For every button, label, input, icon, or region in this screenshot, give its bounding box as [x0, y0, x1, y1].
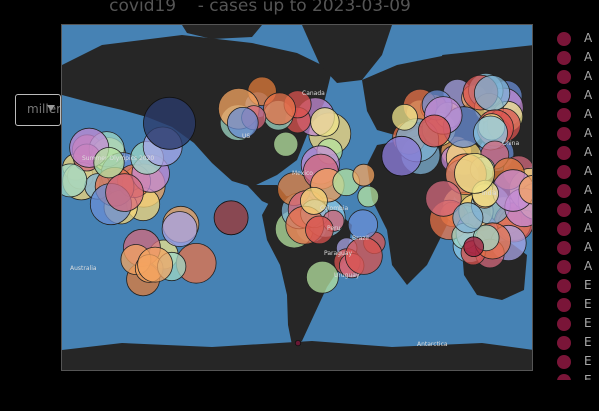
legend-item[interactable]: A	[556, 106, 599, 125]
map-label: Mexico	[292, 170, 313, 177]
legend-marker-icon	[557, 51, 571, 65]
legend-label: A	[584, 126, 592, 140]
featured-bubble-india	[382, 136, 422, 176]
map-label: China	[502, 140, 519, 147]
country-bubble	[392, 104, 418, 130]
country-bubble	[94, 148, 124, 178]
legend-label: E	[584, 316, 592, 330]
legend-item[interactable]: E	[556, 372, 599, 380]
legend-marker-icon	[557, 108, 571, 122]
legend-marker-icon	[557, 89, 571, 103]
projection-dropdown[interactable]: miller	[15, 94, 61, 126]
legend-item[interactable]: A	[556, 220, 599, 239]
legend-marker-icon	[557, 355, 571, 369]
featured-bubble-brazil	[214, 201, 248, 235]
legend-label: A	[584, 183, 592, 197]
legend-marker-icon	[557, 32, 571, 46]
map-label: India	[482, 190, 497, 197]
country-bubble	[106, 174, 144, 212]
legend-marker-icon	[557, 279, 571, 293]
country-bubble	[474, 76, 509, 111]
country-bubble	[455, 153, 495, 193]
legend-marker-icon	[557, 374, 571, 380]
legend-marker-icon	[557, 298, 571, 312]
legend-label: A	[584, 164, 592, 178]
legend-marker-icon	[557, 203, 571, 217]
legend-label: A	[584, 145, 592, 159]
map-label: Australia	[70, 265, 97, 272]
legend-label: E	[584, 373, 592, 380]
chart-title: covid19 - cases up to 2023-03-09	[0, 0, 520, 16]
map-label: Paraguay	[324, 250, 352, 257]
legend-item[interactable]: E	[556, 353, 599, 372]
legend-item[interactable]: E	[556, 334, 599, 353]
legend-label: A	[584, 259, 592, 273]
legend-item[interactable]: A	[556, 163, 599, 182]
legend-marker-icon	[557, 317, 571, 331]
legend-label: A	[584, 31, 592, 45]
projection-dropdown-value: miller	[27, 102, 61, 116]
legend-item[interactable]: E	[556, 315, 599, 334]
legend-label: A	[584, 221, 592, 235]
country-bubble	[264, 93, 296, 125]
country-bubble	[453, 203, 483, 233]
legend-label: A	[584, 202, 592, 216]
legend-item[interactable]: E	[556, 296, 599, 315]
map-label: Antarctica	[417, 341, 448, 348]
legend-marker-icon	[557, 241, 571, 255]
world-map[interactable]: US Brazil Summer Olympics 2020 Australia Ant…	[61, 24, 533, 371]
legend-label: E	[584, 278, 592, 292]
legend-item[interactable]: A	[556, 125, 599, 144]
featured-bubble-china	[418, 115, 450, 147]
legend-marker-icon	[557, 222, 571, 236]
map-label: Uruguay	[334, 272, 360, 279]
map-label: Colombia	[320, 205, 349, 212]
legend-marker-icon	[557, 260, 571, 274]
map-label: US	[242, 133, 250, 140]
featured-bubble-us	[144, 97, 196, 149]
legend-marker-icon	[557, 70, 571, 84]
map-label: Summer Olympics 2020	[82, 155, 154, 162]
legend-label: A	[584, 240, 592, 254]
legend-item[interactable]: A	[556, 239, 599, 258]
featured-bubble-antarctica	[295, 340, 300, 345]
country-bubble	[274, 132, 298, 156]
featured-bubble-australia	[464, 237, 484, 257]
legend-item[interactable]: A	[556, 182, 599, 201]
legend-item[interactable]: A	[556, 49, 599, 68]
legend-label: A	[584, 69, 592, 83]
legend-item[interactable]: A	[556, 144, 599, 163]
country-bubble	[353, 164, 375, 186]
legend-marker-icon	[557, 127, 571, 141]
legend-label: E	[584, 354, 592, 368]
map-label: Peru	[327, 225, 341, 232]
chevron-down-icon	[47, 105, 55, 111]
legend-item[interactable]: E	[556, 277, 599, 296]
map-label: Canada	[302, 90, 325, 97]
legend-label: A	[584, 50, 592, 64]
legend-label: A	[584, 107, 592, 121]
legend-label: E	[584, 335, 592, 349]
legend-marker-icon	[557, 336, 571, 350]
country-bubble	[138, 247, 173, 282]
legend-marker-icon	[557, 184, 571, 198]
legend-label: E	[584, 297, 592, 311]
legend-item[interactable]: A	[556, 201, 599, 220]
country-bubble	[358, 186, 379, 207]
legend-label: A	[584, 88, 592, 102]
legend-item[interactable]: A	[556, 68, 599, 87]
legend-marker-icon	[557, 165, 571, 179]
legend-item[interactable]: A	[556, 87, 599, 106]
map-label: Brazil	[352, 235, 369, 242]
legend-item[interactable]: A	[556, 30, 599, 49]
country-bubble	[311, 108, 340, 137]
legend-marker-icon	[557, 146, 571, 160]
legend-item[interactable]: A	[556, 258, 599, 277]
map-canvas: US Brazil Summer Olympics 2020 Australia Ant…	[62, 25, 533, 371]
country-bubble	[162, 212, 197, 247]
